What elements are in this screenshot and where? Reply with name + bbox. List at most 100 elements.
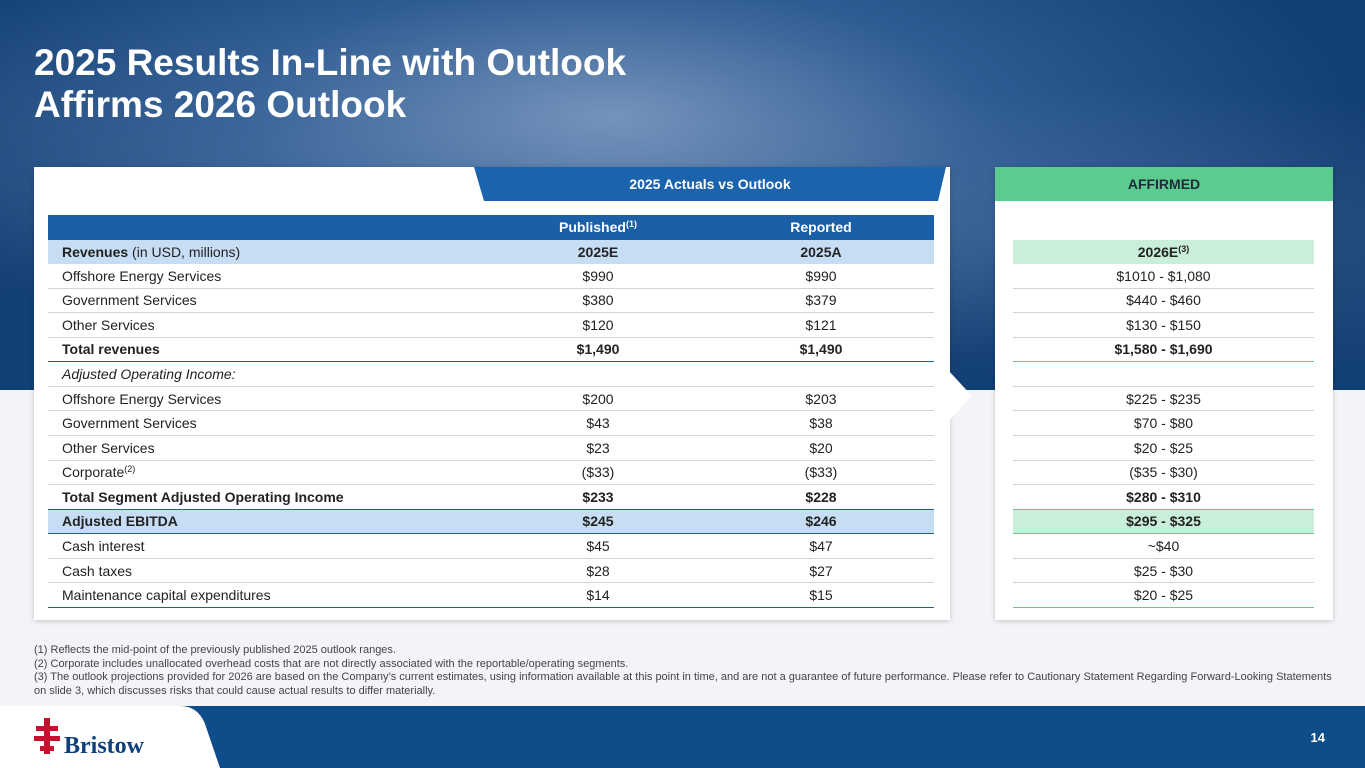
- reported-value: ($33): [804, 464, 838, 481]
- published-value: $120: [582, 316, 614, 333]
- row-label: Cash taxes: [62, 563, 132, 579]
- published-value: $990: [582, 267, 614, 284]
- header-cell: Published(1): [498, 219, 698, 235]
- row-label: Government Services: [62, 415, 197, 431]
- published-value: $1,490: [576, 341, 620, 358]
- panel-arrow: [948, 370, 972, 422]
- label-text: Government Services: [62, 415, 197, 432]
- header-text: Published: [559, 219, 626, 236]
- subheader-row: Revenues (in USD, millions) 2025E 2025A: [48, 239, 934, 265]
- label-text: Corporate: [62, 464, 125, 481]
- outlook-value: $440 - $460: [1126, 292, 1201, 309]
- outlook-row: $440 - $460: [1013, 289, 1314, 314]
- outlook-row: ($35 - $30): [1013, 461, 1314, 486]
- reported-value: $228: [805, 488, 837, 505]
- footnote-ref: (1): [625, 219, 637, 230]
- label-text: Total Segment Adjusted Operating Income: [62, 488, 344, 505]
- table-row: Maintenance capital expenditures $14 $15: [48, 583, 934, 608]
- label-text: Adjusted Operating Income:: [62, 366, 236, 383]
- label-text: Total revenues: [62, 341, 160, 358]
- table-row: Adjusted Operating Income:: [48, 362, 934, 387]
- outlook-value: $1,580 - $1,690: [1114, 341, 1213, 358]
- label-text: Adjusted EBITDA: [62, 513, 178, 530]
- reported-value: $15: [809, 587, 833, 604]
- reported-value: $1,490: [799, 341, 843, 358]
- row-label: Total Segment Adjusted Operating Income: [62, 489, 344, 505]
- label-suffix: (in USD, millions): [128, 243, 241, 260]
- reported-value: $379: [805, 292, 837, 309]
- outlook-value: ($35 - $30): [1129, 464, 1198, 481]
- row-label: Cash interest: [62, 538, 144, 554]
- header-cell: Reported: [790, 219, 852, 236]
- row-label: Corporate(2): [62, 464, 135, 480]
- label-text: Other Services: [62, 439, 155, 456]
- subheader-cell: 2025A: [800, 243, 842, 260]
- outlook-row: $280 - $310: [1013, 485, 1314, 510]
- outlook-row: $225 - $235: [1013, 387, 1314, 412]
- footnotes: (1) Reflects the mid-point of the previo…: [34, 644, 1334, 698]
- footnote-ref: (2): [124, 464, 136, 475]
- row-label: Total revenues: [62, 341, 160, 357]
- reported-value: $47: [809, 538, 833, 555]
- footnote: (1) Reflects the mid-point of the previo…: [34, 644, 396, 656]
- outlook-value: $280 - $310: [1126, 488, 1201, 505]
- reported-value: $203: [805, 390, 837, 407]
- row-label: Government Services: [62, 292, 197, 308]
- outlook-value: $25 - $30: [1133, 562, 1194, 579]
- header-row: Published(1) Reported: [48, 215, 934, 240]
- outlook-value: $225 - $235: [1126, 390, 1201, 407]
- table-row: Corporate(2) ($33) ($33): [48, 461, 934, 486]
- label-text: Government Services: [62, 292, 197, 309]
- outlook-row: $25 - $30: [1013, 559, 1314, 584]
- table-row: Total revenues $1,490 $1,490: [48, 338, 934, 363]
- row-label: Maintenance capital expenditures: [62, 587, 271, 603]
- row-label: Other Services: [62, 317, 155, 333]
- outlook-row: $70 - $80: [1013, 411, 1314, 436]
- published-value: $14: [586, 587, 610, 604]
- outlook-row: [1013, 362, 1314, 387]
- table-row: Other Services $23 $20: [48, 436, 934, 461]
- logo-area: Bristow: [0, 706, 220, 768]
- table-row: Offshore Energy Services $990 $990: [48, 264, 934, 289]
- outlook-row: $20 - $25: [1013, 583, 1314, 608]
- outlook-value: $1010 - $1,080: [1116, 267, 1211, 284]
- footnote: (2) Corporate includes unallocated overh…: [34, 657, 629, 670]
- title-line: Affirms 2026 Outlook: [34, 84, 407, 125]
- reported-value: $990: [805, 267, 837, 284]
- reported-value: $20: [809, 439, 833, 456]
- outlook-row: $1,580 - $1,690: [1013, 338, 1314, 363]
- table-row: Government Services $380 $379: [48, 289, 934, 314]
- row-label: Adjusted Operating Income:: [62, 366, 236, 382]
- label-text: Maintenance capital expenditures: [62, 587, 271, 604]
- outlook-row: $295 - $325: [1013, 509, 1314, 535]
- label-text: Offshore Energy Services: [62, 390, 222, 407]
- row-label: Other Services: [62, 440, 155, 456]
- label-text: Other Services: [62, 316, 155, 333]
- row-label: Adjusted EBITDA: [62, 513, 178, 529]
- page-number: 14: [1310, 730, 1325, 745]
- label-text: Revenues: [62, 243, 129, 260]
- title-line: 2025 Results In-Line with Outlook: [34, 42, 627, 83]
- published-value: $380: [582, 292, 614, 309]
- subheader-cell: 2026E(3): [1013, 244, 1314, 260]
- subheader-label: Revenues (in USD, millions): [62, 244, 240, 260]
- reported-value: $27: [809, 562, 833, 579]
- footnote: (3) The outlook projections provided for…: [34, 671, 1332, 697]
- right-tab: AFFIRMED: [995, 167, 1333, 201]
- table-row: Total Segment Adjusted Operating Income $…: [48, 485, 934, 510]
- outlook-value: $70 - $80: [1133, 415, 1194, 432]
- table-row: Adjusted EBITDA $245 $246: [48, 509, 934, 535]
- label-text: Cash interest: [62, 538, 145, 555]
- table-row: Other Services $120 $121: [48, 313, 934, 338]
- outlook-value: $295 - $325: [1126, 513, 1201, 530]
- header-text: 2026E: [1137, 243, 1179, 260]
- left-tab: 2025 Actuals vs Outlook: [629, 176, 791, 192]
- published-value: $245: [582, 513, 614, 530]
- table-row: Government Services $43 $38: [48, 411, 934, 436]
- outlook-value: $20 - $25: [1133, 587, 1194, 604]
- published-value: $200: [582, 390, 614, 407]
- outlook-row: $1010 - $1,080: [1013, 264, 1314, 289]
- table-row: Offshore Energy Services $200 $203: [48, 387, 934, 412]
- outlook-row: ~$40: [1013, 534, 1314, 559]
